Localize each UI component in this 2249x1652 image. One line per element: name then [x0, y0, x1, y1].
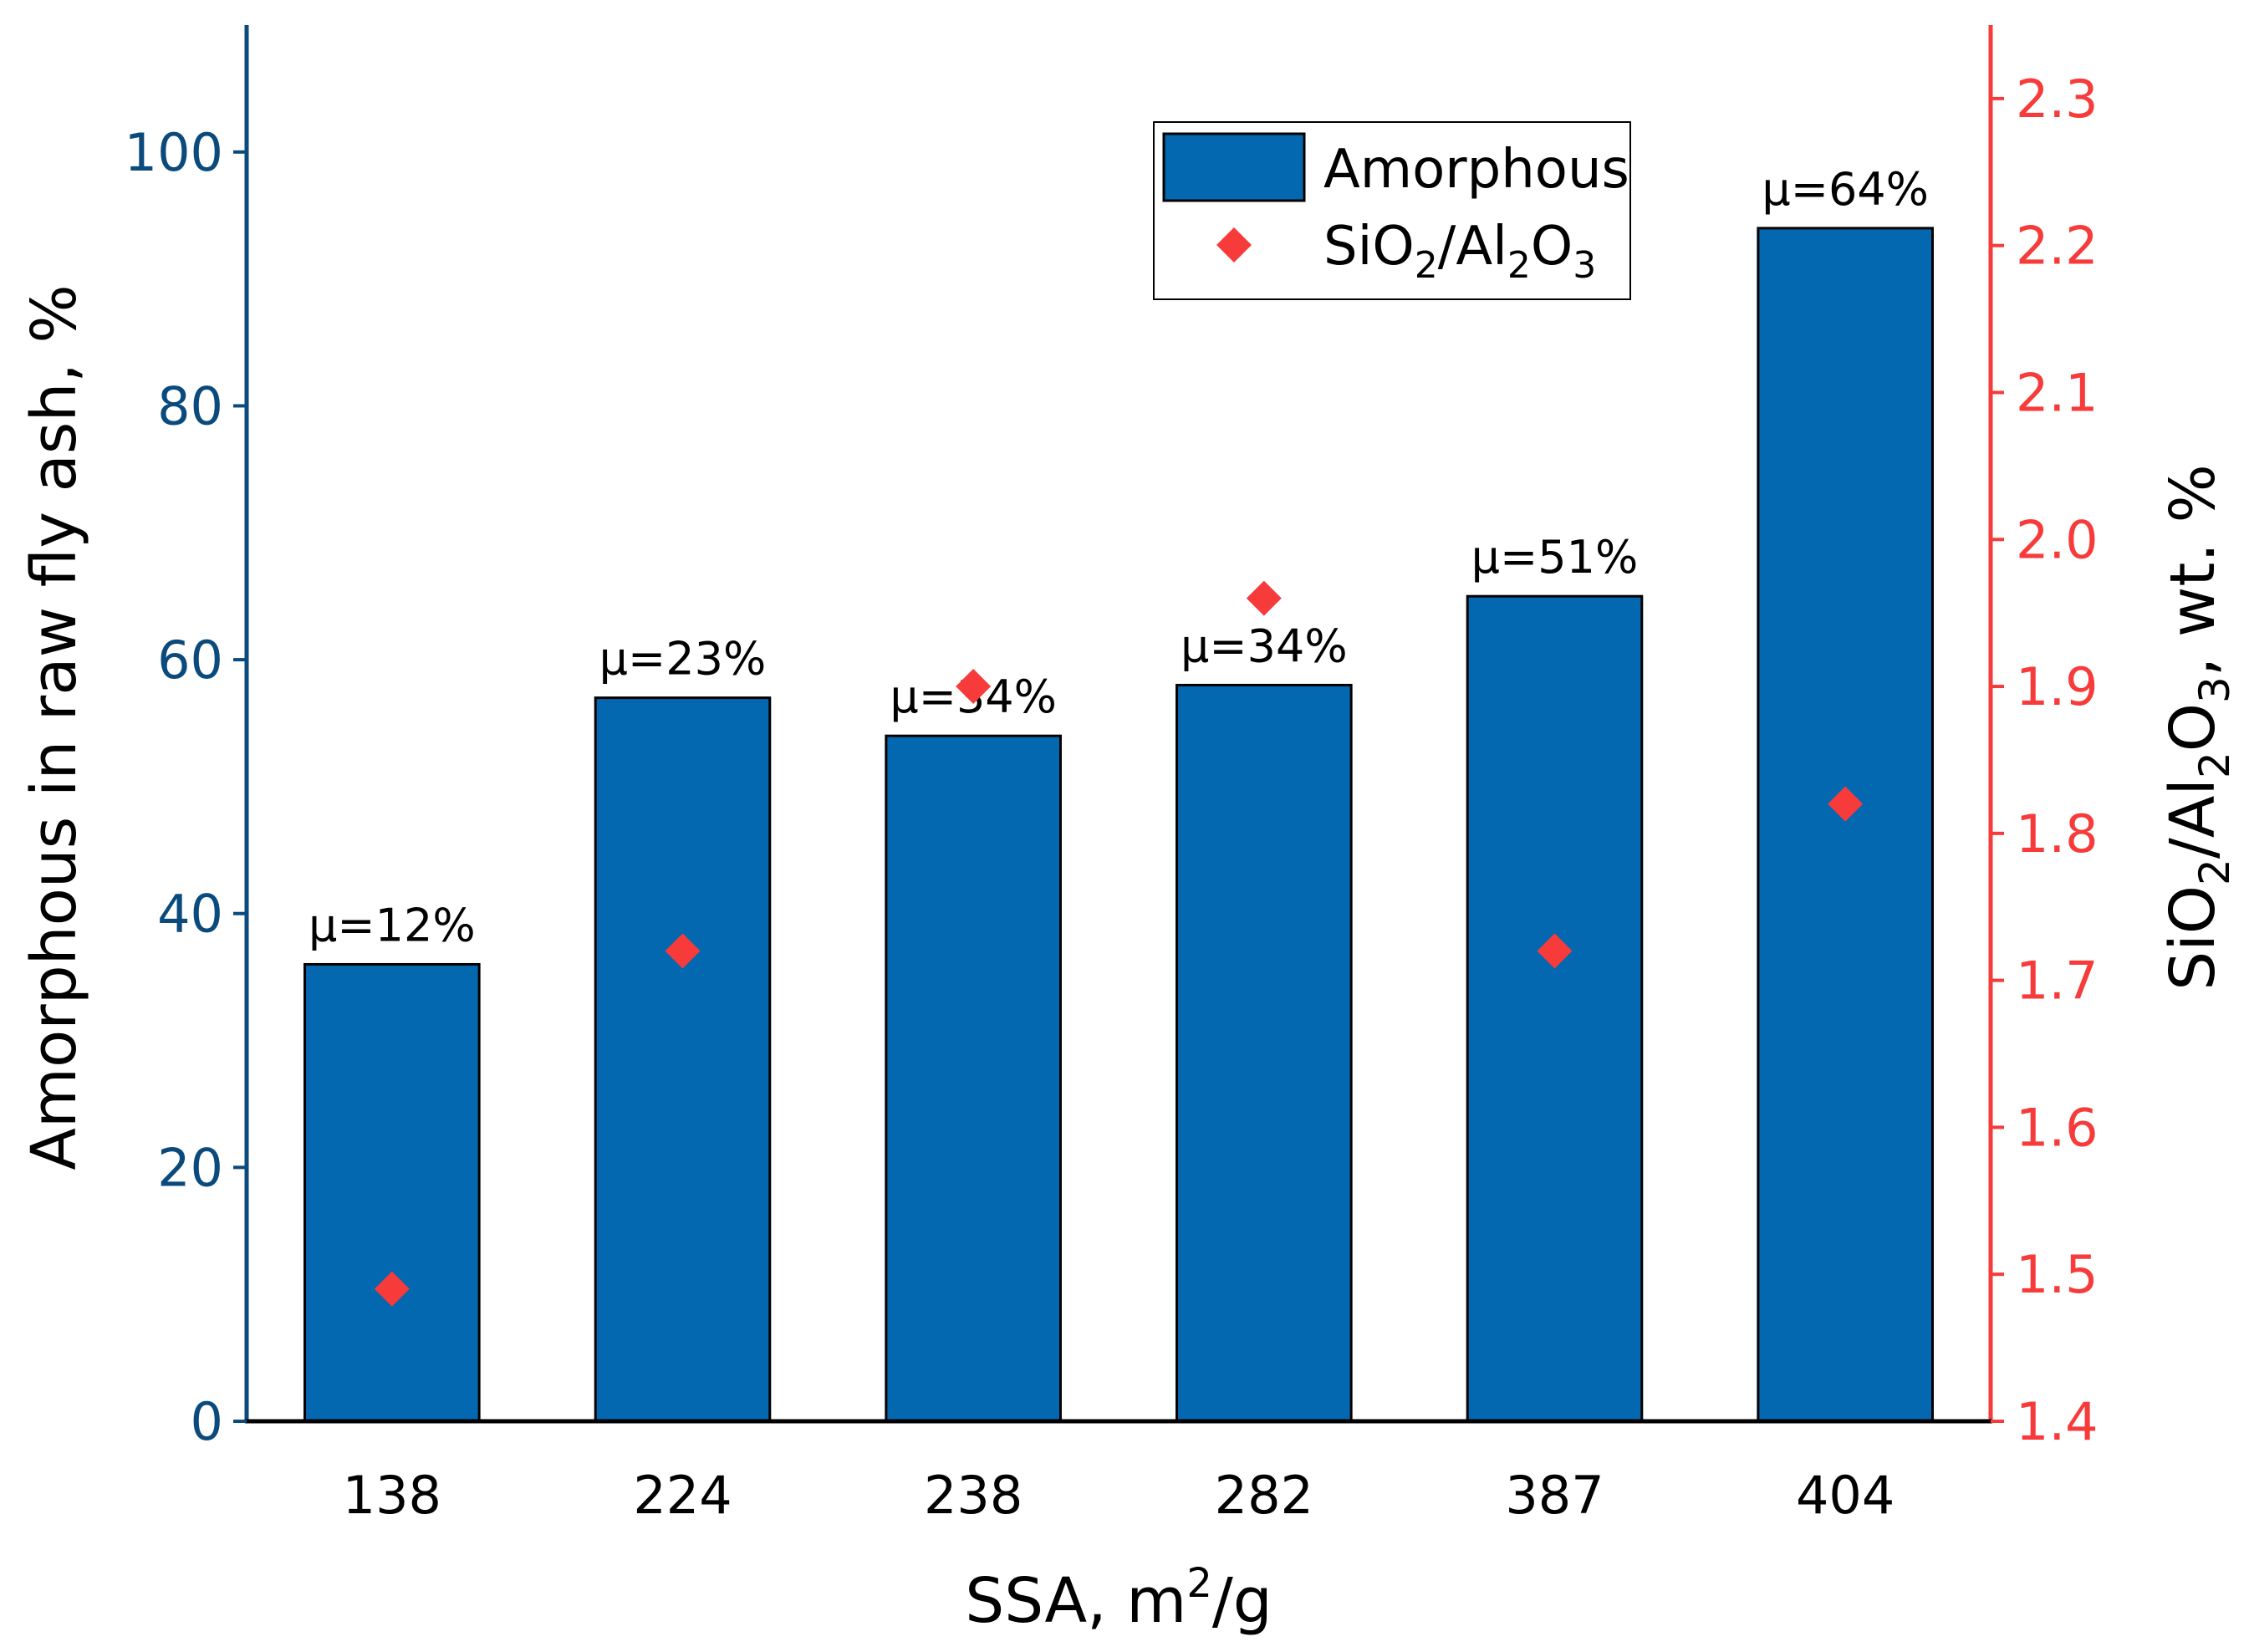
bars-group: [303, 227, 1934, 1423]
x-tick-label-387: 387: [1505, 1465, 1604, 1526]
markers-group: [374, 580, 1864, 1307]
marker-224: [665, 933, 701, 969]
bar-387: [1466, 594, 1644, 1423]
bar-238: [885, 734, 1062, 1423]
bar-138: [303, 962, 481, 1423]
right-tick-label: 2.2: [2016, 216, 2099, 277]
x-tick-label-282: 282: [1215, 1465, 1313, 1526]
marker-138: [374, 1271, 410, 1307]
left-tick-label: 100: [125, 122, 223, 183]
bar-label-387: μ=51%: [1471, 531, 1639, 584]
right-tick-label: 1.4: [2016, 1391, 2099, 1452]
x-tick-label-404: 404: [1796, 1465, 1895, 1526]
legend-label-ratio: SiO2/Al2O3: [1323, 216, 1596, 287]
right-tick-label: 1.6: [2016, 1097, 2099, 1158]
bar-224: [594, 696, 772, 1423]
bar-label-138: μ=12%: [309, 899, 476, 951]
left-tick-label: 20: [157, 1137, 223, 1198]
marker-238: [956, 669, 992, 705]
legend-bar-swatch: [1162, 132, 1306, 202]
right-tick-label: 2.0: [2016, 509, 2099, 570]
left-ticks-group: 0 20 40 60 80 100: [125, 122, 247, 1452]
right-tick-label: 1.5: [2016, 1244, 2099, 1305]
right-tick-label: 1.8: [2016, 803, 2099, 864]
right-axis-title: SiO2/Al2O3, wt. %: [2157, 464, 2239, 991]
left-tick-label: 60: [157, 630, 223, 691]
left-tick-label: 40: [157, 884, 223, 945]
x-tick-label-238: 238: [924, 1465, 1023, 1526]
x-tick-label-224: 224: [633, 1465, 732, 1526]
right-tick-label: 2.1: [2016, 362, 2099, 423]
x-tick-label-138: 138: [343, 1465, 441, 1526]
right-ticks-group: 1.4 1.5 1.6 1.7 1.8 1.9 2.0 2.1 2.2 2.3: [1991, 69, 2099, 1452]
right-tick-label: 2.3: [2016, 69, 2099, 130]
legend: Amorphous SiO2/Al2O3: [1153, 121, 1631, 300]
bar-label-224: μ=23%: [599, 633, 767, 686]
left-axis-title: Amorphous in raw fly ash, %: [18, 284, 90, 1170]
x-ticks-group: 138 224 238 282 387 404: [343, 1465, 1895, 1526]
legend-label-amorphous: Amorphous: [1323, 139, 1629, 201]
marker-387: [1537, 933, 1573, 969]
legend-diamond-marker: [1216, 227, 1252, 263]
marker-282: [1246, 580, 1282, 616]
x-axis-title: SSA, m2/g: [965, 1560, 1272, 1637]
bar-label-404: μ=64%: [1762, 163, 1929, 216]
bar-labels-group: μ=12%μ=23%μ=34%μ=34%μ=51%μ=64%: [309, 163, 1929, 952]
marker-404: [1828, 786, 1864, 822]
left-tick-label: 80: [157, 375, 223, 436]
bar-282: [1175, 683, 1353, 1423]
right-tick-label: 1.7: [2016, 951, 2099, 1012]
right-tick-label: 1.9: [2016, 656, 2099, 717]
left-tick-label: 0: [191, 1391, 223, 1452]
bar-404: [1757, 227, 1934, 1423]
bar-label-282: μ=34%: [1181, 620, 1348, 672]
